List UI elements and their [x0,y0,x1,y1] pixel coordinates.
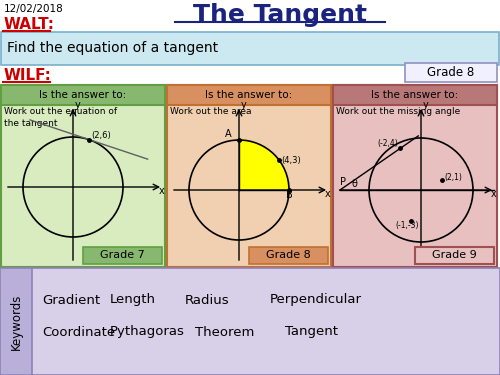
Text: Grade 7: Grade 7 [100,251,144,261]
FancyBboxPatch shape [0,268,32,375]
Text: Gradient: Gradient [42,294,100,306]
Text: (2,1): (2,1) [445,172,462,182]
FancyBboxPatch shape [167,85,331,267]
Text: Is the answer to:: Is the answer to: [372,90,458,100]
Text: Pythagoras: Pythagoras [110,326,185,339]
Text: Grade 8: Grade 8 [266,251,310,261]
Text: WALT:: WALT: [4,17,55,32]
Text: B: B [286,190,293,200]
Text: Keywords: Keywords [10,293,22,350]
FancyBboxPatch shape [1,85,165,267]
FancyBboxPatch shape [83,247,162,264]
Text: Perpendicular: Perpendicular [270,294,362,306]
Text: (-2,4): (-2,4) [378,140,398,148]
Text: x: x [325,189,331,199]
Text: A: A [226,129,232,139]
Text: Length: Length [110,294,156,306]
Text: Is the answer to:: Is the answer to: [206,90,292,100]
FancyBboxPatch shape [1,32,499,65]
Text: Coordinate: Coordinate [42,326,115,339]
FancyBboxPatch shape [415,247,494,264]
FancyBboxPatch shape [405,63,497,82]
Text: (4,3): (4,3) [281,156,301,165]
Text: (2,6): (2,6) [91,130,110,140]
FancyBboxPatch shape [249,247,328,264]
FancyBboxPatch shape [333,85,497,267]
Text: WILF:: WILF: [4,68,52,83]
Text: Work out the missing angle: Work out the missing angle [336,107,460,116]
Polygon shape [239,140,289,190]
Text: Theorem: Theorem [195,326,254,339]
Text: x: x [491,189,497,199]
Text: Is the answer to:: Is the answer to: [40,90,126,100]
Text: y: y [75,100,81,110]
Text: P: P [340,177,346,187]
Text: θ: θ [352,179,358,189]
Text: Work out the equation of
the tangent: Work out the equation of the tangent [4,107,117,128]
Text: Work out the area: Work out the area [170,107,252,116]
Text: y: y [423,100,429,110]
FancyBboxPatch shape [1,85,165,105]
Text: Tangent: Tangent [285,326,338,339]
Text: x: x [159,186,165,196]
Text: Grade 8: Grade 8 [428,66,474,79]
Text: (-1,-3): (-1,-3) [396,221,419,230]
Text: The Tangent: The Tangent [193,3,367,27]
FancyBboxPatch shape [167,85,331,105]
Text: y: y [241,100,247,110]
Text: 12/02/2018: 12/02/2018 [4,4,64,14]
Text: Radius: Radius [185,294,230,306]
FancyBboxPatch shape [0,268,500,375]
FancyBboxPatch shape [333,85,497,105]
Text: Grade 9: Grade 9 [432,251,476,261]
Text: Find the equation of a tangent: Find the equation of a tangent [7,41,218,55]
